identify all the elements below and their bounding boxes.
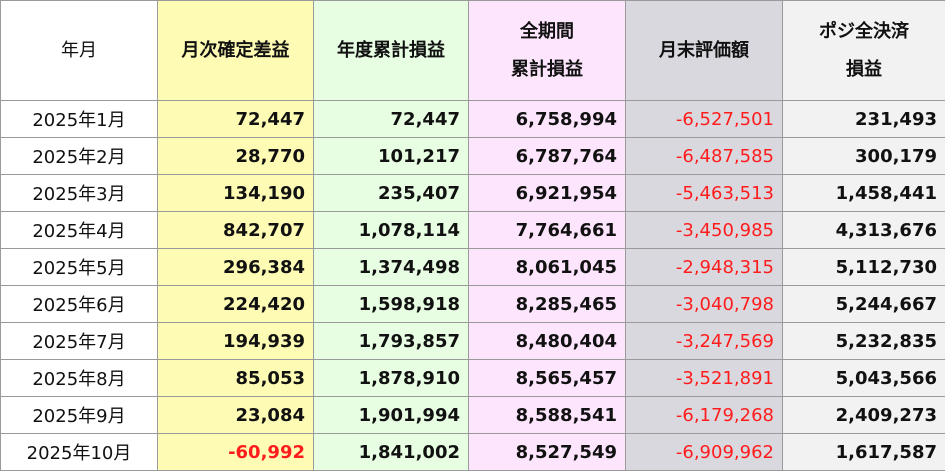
value-cell: 8,285,465 (469, 286, 626, 323)
month-cell: 2025年9月 (1, 397, 158, 434)
header-cell: 年度累計損益 (314, 1, 469, 101)
value-cell: 4,313,676 (783, 212, 945, 249)
value-cell: 7,764,661 (469, 212, 626, 249)
value-cell: -6,179,268 (626, 397, 783, 434)
header-cell: 月次確定差益 (158, 1, 314, 101)
value-cell: 72,447 (158, 101, 314, 138)
value-cell: 296,384 (158, 249, 314, 286)
value-cell: 1,841,002 (314, 434, 469, 471)
value-cell: 1,374,498 (314, 249, 469, 286)
value-cell: -5,463,513 (626, 175, 783, 212)
value-cell: 5,232,835 (783, 323, 945, 360)
value-cell: 8,588,541 (469, 397, 626, 434)
header-cell: 月末評価額 (626, 1, 783, 101)
header-cell: ポジ全決済 損益 (783, 1, 945, 101)
value-cell: 28,770 (158, 138, 314, 175)
value-cell: -6,909,962 (626, 434, 783, 471)
value-cell: -2,948,315 (626, 249, 783, 286)
header-cell: 全期間 累計損益 (469, 1, 626, 101)
month-cell: 2025年3月 (1, 175, 158, 212)
value-cell: -3,247,569 (626, 323, 783, 360)
value-cell: 1,901,994 (314, 397, 469, 434)
header-cell: 年月 (1, 1, 158, 101)
value-cell: 8,527,549 (469, 434, 626, 471)
month-cell: 2025年2月 (1, 138, 158, 175)
value-cell: 842,707 (158, 212, 314, 249)
value-cell: -6,487,585 (626, 138, 783, 175)
value-cell: 23,084 (158, 397, 314, 434)
value-cell: 5,112,730 (783, 249, 945, 286)
value-cell: 8,061,045 (469, 249, 626, 286)
month-cell: 2025年1月 (1, 101, 158, 138)
value-cell: 134,190 (158, 175, 314, 212)
value-cell: 6,758,994 (469, 101, 626, 138)
value-cell: 6,787,764 (469, 138, 626, 175)
value-cell: 235,407 (314, 175, 469, 212)
value-cell: 8,480,404 (469, 323, 626, 360)
value-cell: -60,992 (158, 434, 314, 471)
value-cell: -3,450,985 (626, 212, 783, 249)
month-cell: 2025年5月 (1, 249, 158, 286)
header-row: 年月月次確定差益年度累計損益全期間 累計損益月末評価額ポジ全決済 損益 (1, 1, 945, 101)
value-cell: 85,053 (158, 360, 314, 397)
value-cell: 2,409,273 (783, 397, 945, 434)
value-cell: -3,040,798 (626, 286, 783, 323)
value-cell: 1,458,441 (783, 175, 945, 212)
value-cell: 300,179 (783, 138, 945, 175)
month-cell: 2025年8月 (1, 360, 158, 397)
value-cell: 101,217 (314, 138, 469, 175)
value-cell: 5,244,667 (783, 286, 945, 323)
value-cell: 1,078,114 (314, 212, 469, 249)
month-cell: 2025年6月 (1, 286, 158, 323)
month-cell: 2025年4月 (1, 212, 158, 249)
value-cell: 6,921,954 (469, 175, 626, 212)
value-cell: 231,493 (783, 101, 945, 138)
value-cell: 1,598,918 (314, 286, 469, 323)
value-cell: 72,447 (314, 101, 469, 138)
value-cell: 1,878,910 (314, 360, 469, 397)
value-cell: 5,043,566 (783, 360, 945, 397)
value-cell: 194,939 (158, 323, 314, 360)
value-cell: -6,527,501 (626, 101, 783, 138)
value-cell: 1,617,587 (783, 434, 945, 471)
month-cell: 2025年10月 (1, 434, 158, 471)
value-cell: 224,420 (158, 286, 314, 323)
value-cell: 8,565,457 (469, 360, 626, 397)
value-cell: 1,793,857 (314, 323, 469, 360)
month-cell: 2025年7月 (1, 323, 158, 360)
value-cell: -3,521,891 (626, 360, 783, 397)
